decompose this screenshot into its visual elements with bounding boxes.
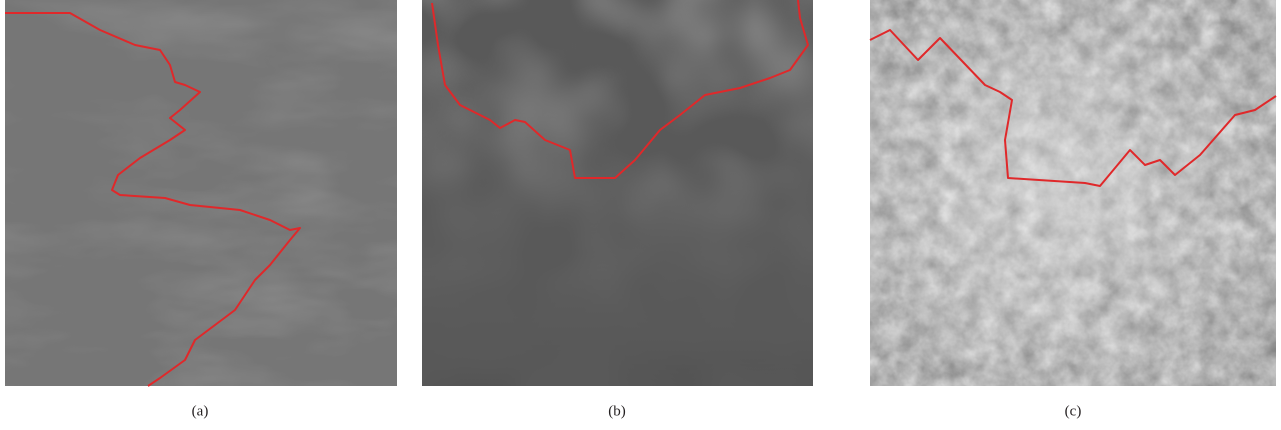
panel-b: (b) xyxy=(422,0,813,419)
caption: (c) xyxy=(1065,403,1082,419)
caption: (b) xyxy=(608,403,626,419)
page: (a) (b) (c) (() => { const data = JSON.p… xyxy=(0,0,1281,430)
figure: (a) (b) (c) xyxy=(0,0,1281,430)
panel-c: (c) xyxy=(870,0,1276,419)
caption: (a) xyxy=(192,403,209,419)
image-texture xyxy=(870,0,1276,386)
image-texture xyxy=(5,0,397,386)
image-texture xyxy=(422,0,813,386)
panel-a: (a) xyxy=(5,0,397,419)
